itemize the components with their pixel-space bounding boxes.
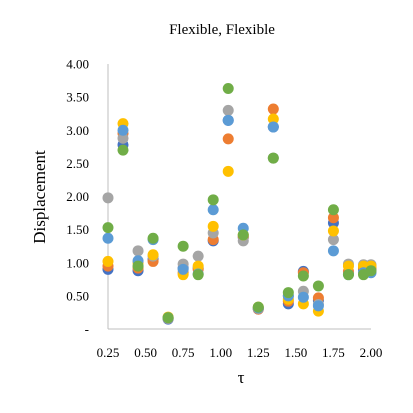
x-tick-label: 0.75 [172, 345, 195, 360]
data-point [207, 204, 219, 216]
data-point [222, 114, 234, 126]
data-point [132, 260, 144, 272]
data-point [147, 249, 159, 261]
data-point [117, 132, 129, 144]
data-point [222, 83, 234, 95]
x-tick-label: 1.25 [247, 345, 270, 360]
data-point [297, 270, 309, 282]
x-tick-label: 0.50 [134, 345, 157, 360]
data-point [327, 212, 339, 224]
data-point [342, 269, 354, 281]
data-point [117, 124, 129, 136]
data-point [267, 152, 279, 164]
data-point [312, 300, 324, 312]
data-point [162, 312, 174, 324]
x-tick-label: 2.00 [360, 345, 383, 360]
data-point [297, 291, 309, 303]
y-tick-label: 4.00 [66, 57, 89, 72]
x-tick-label: 0.25 [97, 345, 120, 360]
data-point [102, 222, 114, 234]
chart-title: Flexible, Flexible [169, 22, 275, 38]
plot-area: -0.501.001.502.002.503.003.504.00 0.25 0.… [66, 57, 382, 361]
y-tick-label: 1.00 [66, 255, 89, 270]
x-tick-label: 1.50 [284, 345, 307, 360]
y-tick-label: - [85, 322, 89, 337]
data-point [222, 165, 234, 177]
data-point [147, 232, 159, 244]
data-points [102, 83, 377, 325]
y-tick-label: 1.50 [66, 222, 89, 237]
data-point [237, 229, 249, 241]
data-point [327, 225, 339, 237]
data-point [117, 144, 129, 156]
data-point [267, 121, 279, 133]
data-point [365, 265, 377, 277]
data-point [342, 260, 354, 272]
data-point [327, 245, 339, 257]
y-tick-label: 2.50 [66, 156, 89, 171]
data-point [177, 263, 189, 275]
data-point [282, 287, 294, 299]
x-tick-labels: 0.25 0.50 0.75 1.00 1.25 1.50 1.75 2.00 [97, 345, 383, 360]
x-tick-label: 1.75 [322, 345, 345, 360]
data-point [132, 245, 144, 257]
data-point [252, 301, 264, 313]
data-point [102, 255, 114, 267]
y-tick-label: 3.50 [66, 90, 89, 105]
x-tick-label: 1.00 [209, 345, 232, 360]
data-point [192, 250, 204, 262]
data-point [312, 280, 324, 292]
y-tick-label: 0.50 [66, 288, 89, 303]
data-point [177, 240, 189, 252]
data-point [327, 204, 339, 216]
data-point [192, 260, 204, 272]
data-point [222, 133, 234, 145]
data-point [327, 234, 339, 246]
y-axis-label: Displacement [30, 150, 49, 244]
y-tick-label: 3.00 [66, 123, 89, 138]
data-point [207, 194, 219, 206]
data-point [267, 103, 279, 115]
data-point [102, 192, 114, 204]
y-tick-label: 2.00 [66, 189, 89, 204]
data-point [267, 113, 279, 125]
data-point [192, 269, 204, 281]
data-point [207, 220, 219, 232]
data-point [222, 104, 234, 116]
x-axis-label: τ [238, 368, 245, 387]
data-point [102, 232, 114, 244]
y-tick-labels: - 0.50 1.00 1.50 2.00 2.50 3.00 3.50 4.00 [66, 57, 89, 337]
